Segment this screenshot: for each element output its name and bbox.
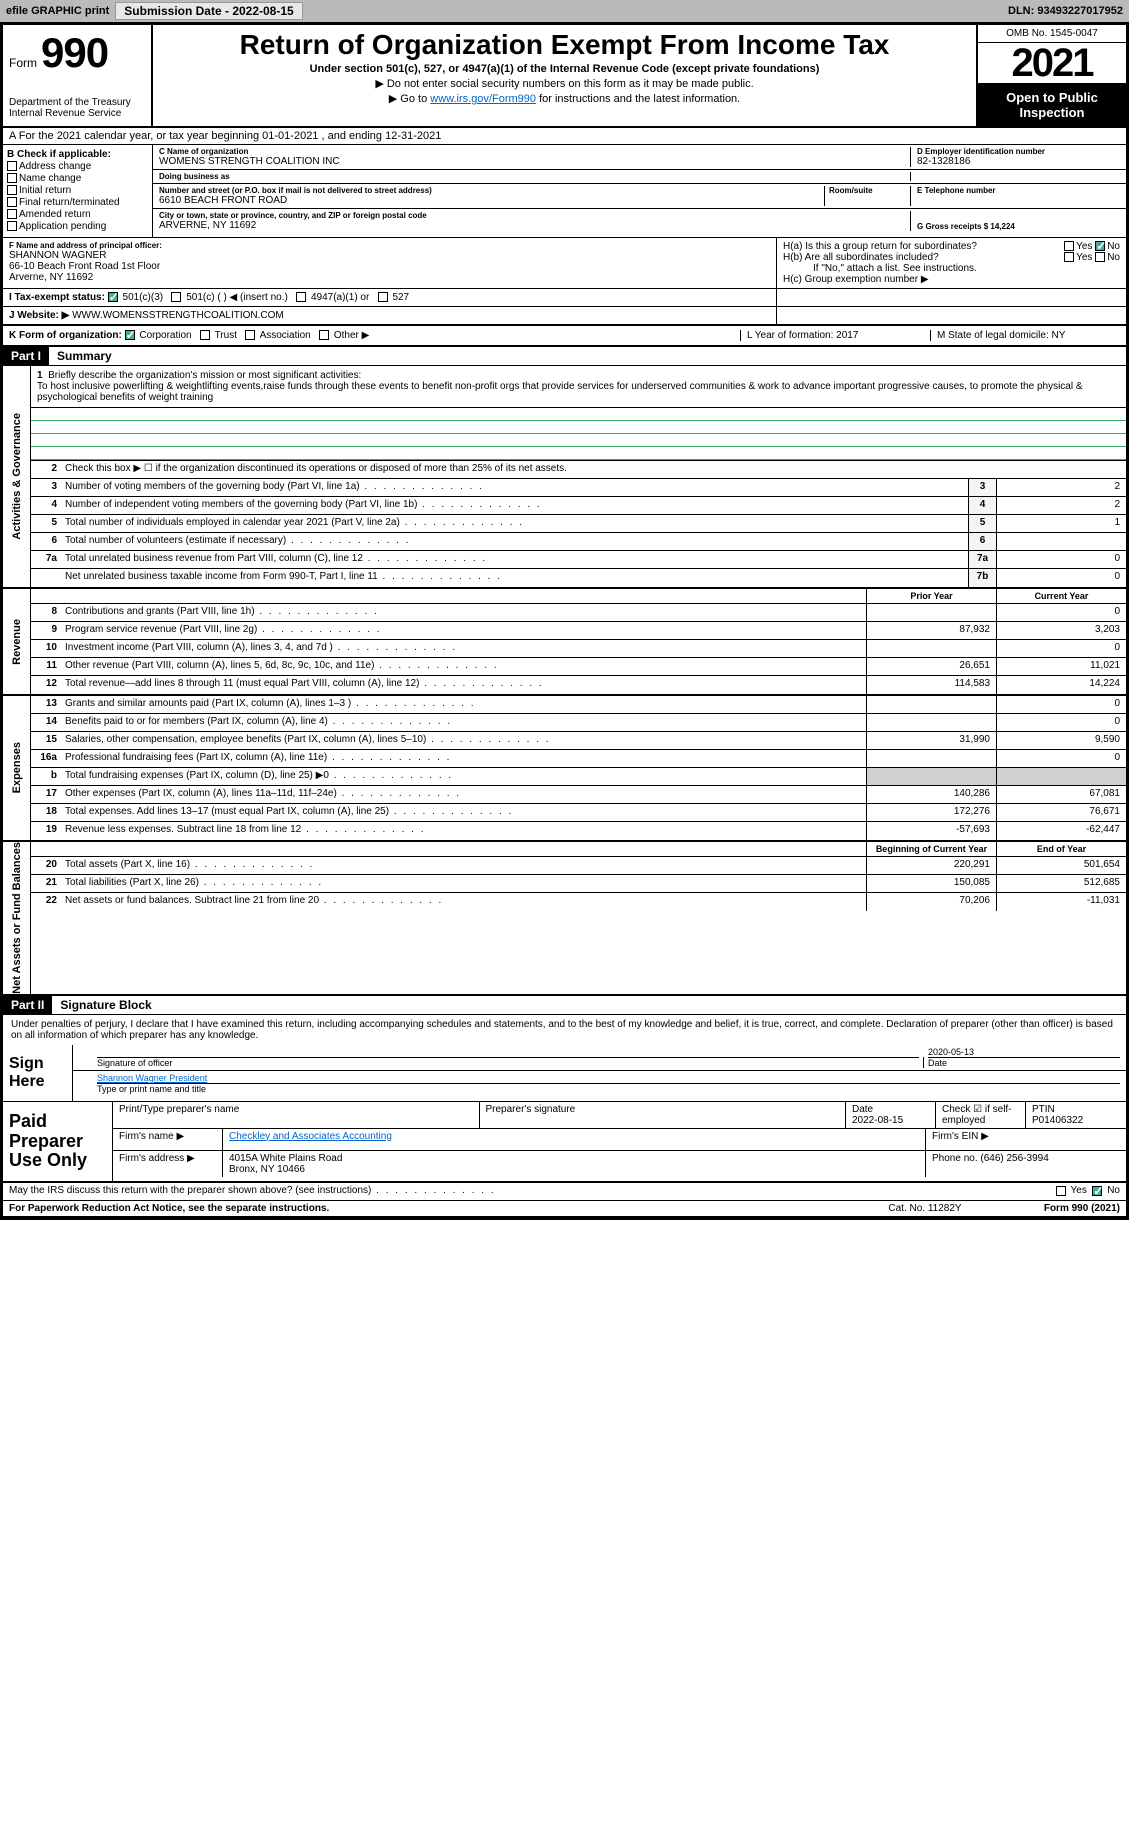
part-2-header: Part II Signature Block [3, 996, 1126, 1015]
checkbox-name-change[interactable] [7, 173, 17, 183]
sig-date: 2020-05-13 [928, 1047, 1120, 1057]
form-header: Form 990 Department of the Treasury Inte… [3, 25, 1126, 128]
line-6: 6Total number of volunteers (estimate if… [31, 533, 1126, 551]
dept-label: Department of the Treasury Internal Reve… [9, 97, 145, 119]
line-8: 8Contributions and grants (Part VIII, li… [31, 604, 1126, 622]
checkbox-assoc[interactable] [245, 330, 255, 340]
checkbox-trust[interactable] [200, 330, 210, 340]
part-1-header: Part I Summary [3, 347, 1126, 366]
checkbox-501c3[interactable] [108, 292, 118, 302]
line-7a: 7aTotal unrelated business revenue from … [31, 551, 1126, 569]
street-address: 6610 BEACH FRONT ROAD [159, 195, 824, 206]
line-13: 13Grants and similar amounts paid (Part … [31, 696, 1126, 714]
row-f-h: F Name and address of principal officer:… [3, 238, 1126, 289]
checkbox-address-change[interactable] [7, 161, 17, 171]
h-c: H(c) Group exemption number ▶ [783, 274, 1120, 285]
row-k: K Form of organization: Corporation Trus… [3, 326, 1126, 347]
tax-year: 2021 [978, 43, 1126, 83]
sign-here-section: Sign Here Signature of officer 2020-05-1… [3, 1045, 1126, 1102]
checkbox-amended[interactable] [7, 209, 17, 219]
org-name: WOMENS STRENGTH COALITION INC [159, 156, 904, 167]
checkbox-corp[interactable] [125, 330, 135, 340]
state-domicile: M State of legal domicile: NY [930, 330, 1120, 341]
line-22: 22Net assets or fund balances. Subtract … [31, 893, 1126, 911]
governance-section: Activities & Governance 1 Briefly descri… [3, 366, 1126, 589]
city-state-zip: ARVERNE, NY 11692 [159, 220, 904, 231]
top-toolbar: efile GRAPHIC print Submission Date - 20… [0, 0, 1129, 22]
firm-name-link[interactable]: Checkley and Associates Accounting [229, 1131, 392, 1142]
checkbox-ha-no[interactable] [1095, 241, 1105, 251]
line-3: 3Number of voting members of the governi… [31, 479, 1126, 497]
website: WWW.WOMENSSTRENGTHCOALITION.COM [72, 310, 284, 321]
efile-label: efile GRAPHIC print [6, 5, 109, 17]
ptin-value: P01406322 [1032, 1115, 1083, 1126]
form-footer: For Paperwork Reduction Act Notice, see … [3, 1201, 1126, 1217]
checkbox-pending[interactable] [7, 221, 17, 231]
form-note1: ▶ Do not enter social security numbers o… [161, 77, 968, 90]
checkbox-initial-return[interactable] [7, 185, 17, 195]
line-20: 20Total assets (Part X, line 16) 220,291… [31, 857, 1126, 875]
line-14: 14Benefits paid to or for members (Part … [31, 714, 1126, 732]
line-10: 10Investment income (Part VIII, column (… [31, 640, 1126, 658]
netassets-section: Net Assets or Fund Balances Beginning of… [3, 842, 1126, 996]
checkbox-4947[interactable] [296, 292, 306, 302]
dln-label: DLN: 93493227017952 [1008, 5, 1123, 17]
gross-receipts: G Gross receipts $ 14,224 [917, 222, 1015, 231]
line-15: 15Salaries, other compensation, employee… [31, 732, 1126, 750]
open-inspection: Open to Public Inspection [978, 83, 1126, 126]
line-16a: 16aProfessional fundraising fees (Part I… [31, 750, 1126, 768]
officer-name: SHANNON WAGNER [9, 250, 770, 261]
checkbox-501c[interactable] [171, 292, 181, 302]
form-subtitle: Under section 501(c), 527, or 4947(a)(1)… [161, 63, 968, 75]
form-container: Form 990 Department of the Treasury Inte… [0, 22, 1129, 1220]
line-7b: Net unrelated business taxable income fr… [31, 569, 1126, 587]
checkbox-other[interactable] [319, 330, 329, 340]
row-a-tax-year: A For the 2021 calendar year, or tax yea… [3, 128, 1126, 145]
checkbox-ha-yes[interactable] [1064, 241, 1074, 251]
checkbox-hb-no[interactable] [1095, 252, 1105, 262]
year-formation: L Year of formation: 2017 [740, 330, 930, 341]
submission-date-button[interactable]: Submission Date - 2022-08-15 [115, 2, 302, 20]
firm-address: 4015A White Plains Road Bronx, NY 10466 [223, 1151, 926, 1177]
mission-text: To host inclusive powerlifting & weightl… [37, 381, 1083, 403]
line-21: 21Total liabilities (Part X, line 26) 15… [31, 875, 1126, 893]
box-b: B Check if applicable: Address change Na… [3, 145, 153, 237]
line-5: 5Total number of individuals employed in… [31, 515, 1126, 533]
line-4: 4Number of independent voting members of… [31, 497, 1126, 515]
irs-link[interactable]: www.irs.gov/Form990 [430, 93, 536, 105]
form-number: Form 990 [9, 29, 145, 77]
line-17: 17Other expenses (Part IX, column (A), l… [31, 786, 1126, 804]
firm-phone: Phone no. (646) 256-3994 [926, 1151, 1126, 1177]
perjury-statement: Under penalties of perjury, I declare th… [3, 1015, 1126, 1045]
checkbox-final-return[interactable] [7, 197, 17, 207]
checkbox-hb-yes[interactable] [1064, 252, 1074, 262]
prep-date: 2022-08-15 [852, 1115, 903, 1126]
paid-preparer-section: Paid Preparer Use Only Print/Type prepar… [3, 1102, 1126, 1183]
h-a: H(a) Is this a group return for subordin… [783, 241, 1120, 252]
revenue-section: Revenue Prior Year Current Year 8Contrib… [3, 589, 1126, 696]
h-b: H(b) Are all subordinates included? Yes … [783, 252, 1120, 263]
form-note2: ▶ Go to www.irs.gov/Form990 for instruct… [161, 92, 968, 105]
form-title: Return of Organization Exempt From Incom… [161, 29, 968, 61]
discuss-row: May the IRS discuss this return with the… [3, 1183, 1126, 1201]
officer-name-link[interactable]: Shannon Wagner President [97, 1073, 207, 1083]
line-2: 2Check this box ▶ ☐ if the organization … [31, 461, 1126, 479]
section-b-through-g: B Check if applicable: Address change Na… [3, 145, 1126, 238]
line-19: 19Revenue less expenses. Subtract line 1… [31, 822, 1126, 840]
ein: 82-1328186 [917, 156, 1120, 167]
line-b: bTotal fundraising expenses (Part IX, co… [31, 768, 1126, 786]
line-18: 18Total expenses. Add lines 13–17 (must … [31, 804, 1126, 822]
checkbox-527[interactable] [378, 292, 388, 302]
row-j: J Website: ▶ WWW.WOMENSSTRENGTHCOALITION… [3, 307, 1126, 326]
line-12: 12Total revenue—add lines 8 through 11 (… [31, 676, 1126, 694]
checkbox-discuss-yes[interactable] [1056, 1186, 1066, 1196]
row-i: I Tax-exempt status: 501(c)(3) 501(c) ( … [3, 289, 1126, 307]
checkbox-discuss-no[interactable] [1092, 1186, 1102, 1196]
line-9: 9Program service revenue (Part VIII, lin… [31, 622, 1126, 640]
line-11: 11Other revenue (Part VIII, column (A), … [31, 658, 1126, 676]
expenses-section: Expenses 13Grants and similar amounts pa… [3, 696, 1126, 842]
